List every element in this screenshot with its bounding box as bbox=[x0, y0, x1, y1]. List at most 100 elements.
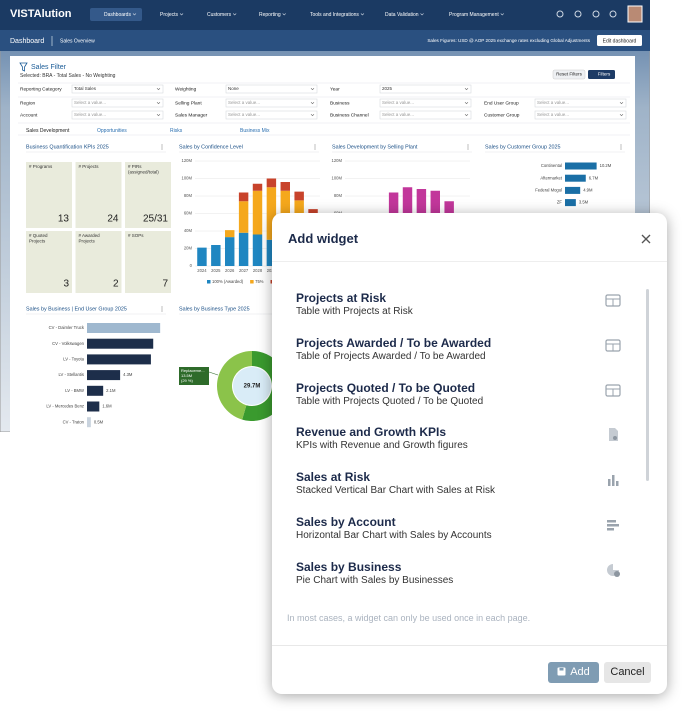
tab[interactable]: Risks bbox=[170, 128, 183, 134]
y-tick-label: 80M bbox=[184, 193, 193, 198]
filters-button[interactable] bbox=[588, 70, 615, 79]
panel-title: Sales by Business Type 2025 bbox=[179, 306, 250, 312]
panel-title: Business Quantification KPIs 2025 bbox=[26, 144, 109, 150]
menu-dots[interactable] bbox=[620, 148, 622, 150]
menu-dots[interactable] bbox=[620, 146, 622, 148]
close-button[interactable] bbox=[641, 234, 651, 244]
menu-dots[interactable] bbox=[314, 146, 316, 148]
filter-select[interactable] bbox=[71, 98, 164, 108]
bar-segment bbox=[238, 232, 249, 266]
legend-label: 100% (Awarded) bbox=[212, 279, 244, 284]
widget-title[interactable]: Projects Awarded / To be Awarded bbox=[296, 335, 492, 350]
nav-icon[interactable] bbox=[556, 10, 564, 18]
reset-button[interactable] bbox=[552, 69, 586, 80]
value-label: 3.5M bbox=[579, 200, 589, 205]
nav-item[interactable]: Customers bbox=[207, 12, 232, 18]
widget-title[interactable]: Projects Quoted / To be Quoted bbox=[296, 380, 476, 395]
chevron bbox=[179, 13, 184, 16]
bar bbox=[87, 370, 121, 381]
widget-title[interactable]: Sales by Account bbox=[296, 515, 396, 529]
edit-button[interactable] bbox=[597, 35, 642, 46]
filter-select[interactable] bbox=[71, 84, 164, 94]
menu-dots[interactable] bbox=[314, 148, 316, 150]
filter-select[interactable] bbox=[225, 110, 318, 120]
bar bbox=[87, 323, 161, 333]
panel-title: Sales by Customer Group 2025 bbox=[485, 144, 561, 150]
nav-item[interactable]: Dashboards bbox=[104, 12, 131, 18]
widget-title[interactable]: Projects at Risk bbox=[296, 291, 387, 305]
cancel-button[interactable]: Cancel bbox=[604, 662, 651, 683]
filter-select[interactable] bbox=[71, 110, 164, 120]
bar-segment bbox=[252, 190, 263, 235]
value-label: 0.5M bbox=[94, 419, 104, 424]
value-label: 4.3M bbox=[123, 372, 133, 377]
nav-icon[interactable] bbox=[609, 10, 617, 18]
bar-segment bbox=[294, 191, 304, 201]
donut-total: 29.7M bbox=[244, 384, 261, 390]
scrollbar[interactable] bbox=[646, 289, 649, 481]
bar-segment bbox=[266, 239, 277, 266]
filter-value: None bbox=[228, 86, 239, 91]
filter-select[interactable] bbox=[225, 98, 318, 108]
widget-icon bbox=[607, 563, 620, 577]
add-widget-dialog: Add widget Projects at Risk Table with Pr… bbox=[272, 213, 667, 694]
nav-item[interactable]: Tools and Integrations bbox=[310, 12, 359, 18]
nav-item[interactable]: Program Management bbox=[449, 12, 499, 18]
panel-title: Sales Development by Selling Plant bbox=[332, 144, 418, 150]
kpi-label: # Quoted Projects bbox=[29, 233, 48, 244]
legend-swatch bbox=[207, 280, 211, 284]
filter-select[interactable] bbox=[379, 84, 472, 94]
tab[interactable]: Opportunities bbox=[97, 128, 127, 134]
chevron bbox=[156, 101, 161, 105]
nav-item[interactable]: Data Validation bbox=[385, 12, 419, 18]
filter-select[interactable] bbox=[225, 84, 318, 94]
nav-icon[interactable] bbox=[592, 10, 600, 18]
y-tick-label: 80M bbox=[334, 193, 343, 198]
menu-dots[interactable] bbox=[467, 144, 469, 146]
nav-active bbox=[90, 8, 142, 21]
menu-dots[interactable] bbox=[467, 148, 469, 150]
nav-item[interactable]: Projects bbox=[160, 12, 179, 18]
widget-title[interactable]: Sales by Business bbox=[296, 559, 402, 574]
widget-title[interactable]: Revenue and Growth KPIs bbox=[296, 425, 447, 440]
menu-dots[interactable] bbox=[161, 144, 163, 146]
add-button[interactable]: Add bbox=[548, 662, 599, 683]
menu-dots[interactable] bbox=[161, 146, 163, 148]
bar bbox=[565, 186, 581, 194]
filter-select[interactable] bbox=[379, 98, 472, 108]
bar bbox=[565, 199, 576, 207]
menu-dots[interactable] bbox=[161, 310, 163, 312]
nav-icon[interactable] bbox=[574, 10, 582, 18]
filter-select[interactable] bbox=[534, 110, 627, 120]
kpi-value: 25/31 bbox=[143, 214, 168, 225]
value-label: 2.1M bbox=[106, 388, 116, 393]
logo: VISTAlution bbox=[10, 8, 72, 20]
menu-dots[interactable] bbox=[161, 306, 163, 308]
menu-dots[interactable] bbox=[161, 148, 163, 150]
menu-dots[interactable] bbox=[161, 308, 163, 310]
x-tick-label: 2024 bbox=[197, 268, 207, 273]
kpi-value: 24 bbox=[107, 214, 119, 225]
tab[interactable]: Sales Development bbox=[26, 128, 70, 134]
filter-select[interactable] bbox=[534, 98, 627, 108]
chevron bbox=[232, 13, 237, 16]
widget-title[interactable]: Sales at Risk bbox=[296, 470, 371, 485]
tab[interactable]: Business Mix bbox=[240, 128, 270, 134]
menu-dots[interactable] bbox=[314, 144, 316, 146]
filter-select[interactable] bbox=[379, 110, 472, 120]
kpi-value: 3 bbox=[63, 279, 69, 290]
filter-value: Select a value... bbox=[228, 100, 260, 105]
y-category-label: LV - Toyota bbox=[63, 357, 84, 362]
bar-segment bbox=[225, 237, 235, 266]
filter-label: Selling Plant bbox=[175, 100, 202, 106]
nav-item[interactable]: Reporting bbox=[259, 12, 281, 18]
x-tick-label: 2029 bbox=[267, 268, 277, 273]
menu-dots[interactable] bbox=[620, 144, 622, 146]
dialog-title: Add widget bbox=[288, 231, 359, 246]
kpi-label: # Awarded Projects bbox=[79, 233, 101, 244]
filter-label: Reporting Category bbox=[20, 86, 62, 92]
menu-dots[interactable] bbox=[467, 146, 469, 148]
avatar[interactable] bbox=[627, 5, 643, 23]
y-tick-label: 100M bbox=[332, 176, 343, 181]
chevron bbox=[619, 113, 624, 117]
